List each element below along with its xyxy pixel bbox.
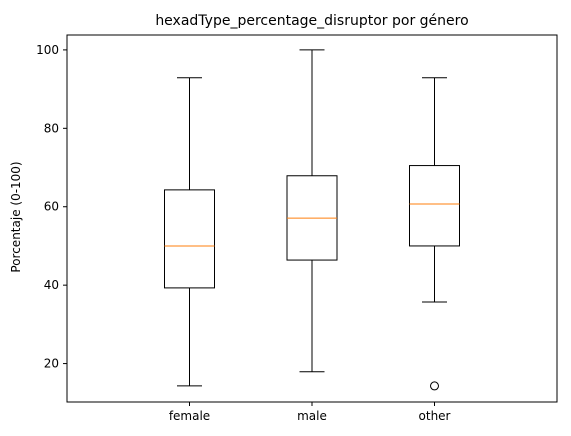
x-tick-label: male — [297, 409, 327, 423]
y-tick-label: 60 — [44, 200, 59, 214]
y-tick-label: 80 — [44, 121, 59, 135]
box-other — [409, 77, 460, 391]
y-tick-label: 20 — [44, 357, 59, 371]
box-series — [164, 49, 460, 391]
x-tick-label: other — [419, 409, 451, 423]
chart-title: hexadType_percentage_disruptor por géner… — [155, 13, 468, 29]
x-tick-label: female — [169, 409, 210, 423]
x-axis-ticks: female male other — [169, 402, 451, 423]
box-female — [164, 77, 215, 387]
y-tick-label: 40 — [44, 278, 59, 292]
iqr-box — [164, 189, 215, 289]
y-tick-label: 100 — [36, 43, 59, 57]
y-axis-label: Porcentaje (0-100) — [9, 161, 23, 272]
outlier-point — [430, 381, 439, 391]
iqr-box — [409, 165, 460, 247]
box-male — [286, 49, 338, 373]
y-axis-ticks: 20 40 60 80 100 — [36, 43, 67, 371]
